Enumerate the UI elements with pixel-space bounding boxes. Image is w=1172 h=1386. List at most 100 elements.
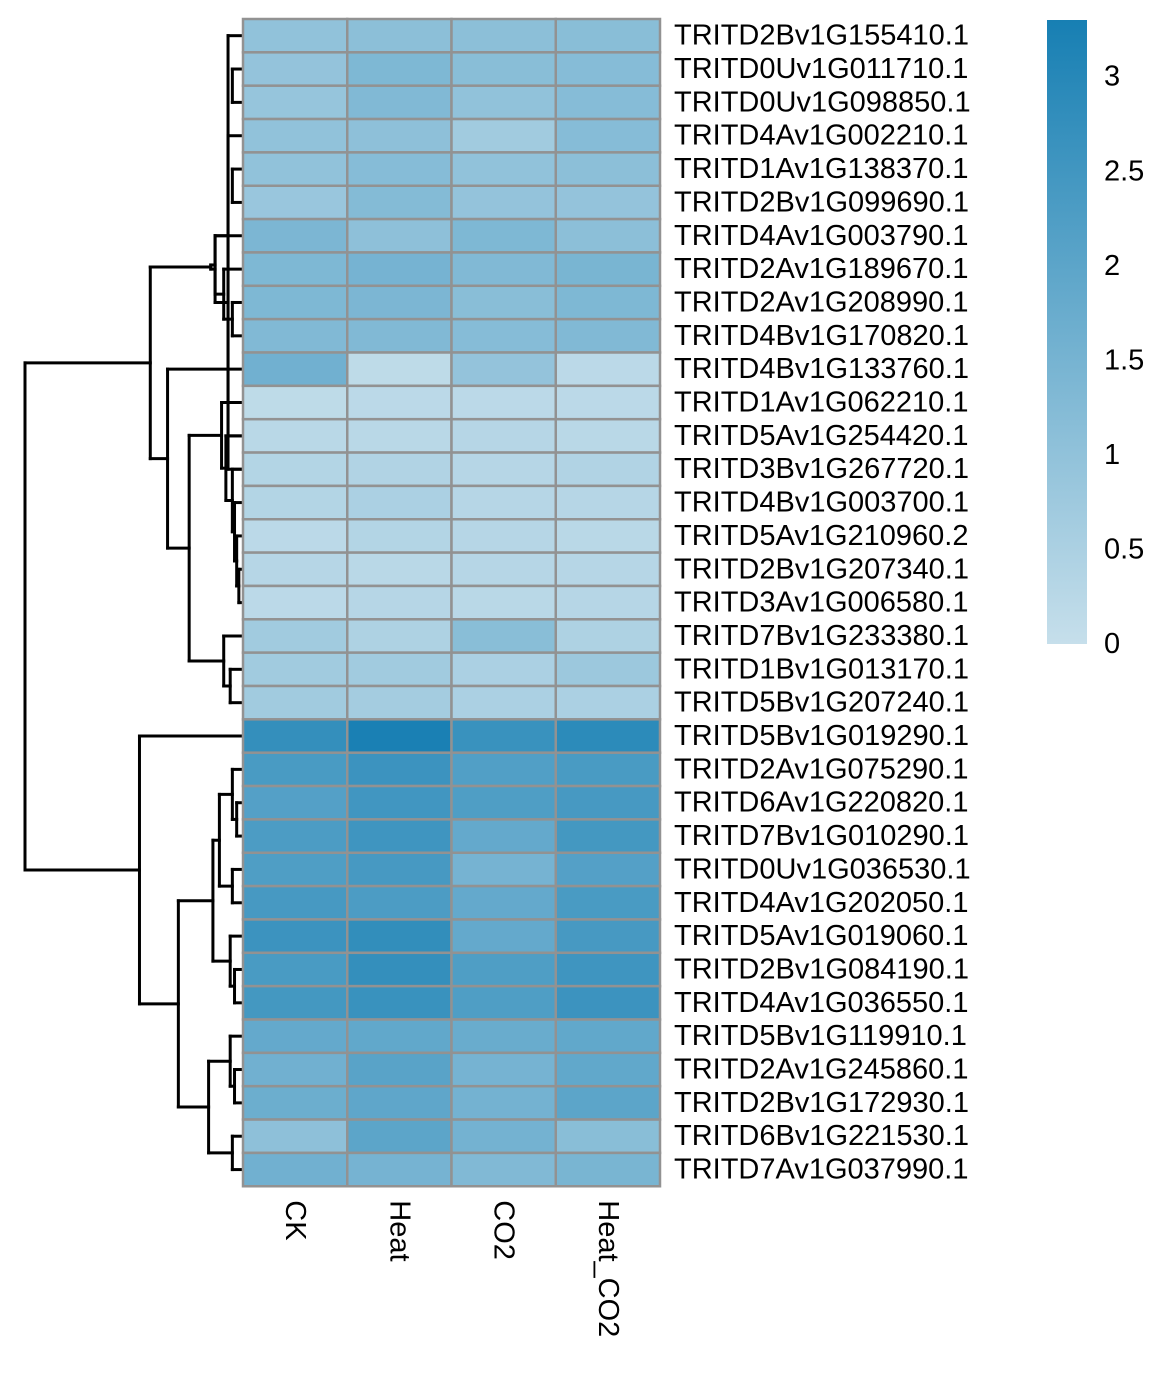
heatmap-cell xyxy=(450,518,557,554)
heatmap-cell xyxy=(241,284,349,321)
heatmap-cell xyxy=(450,784,557,821)
row-label: TRITD7Bv1G010290.1 xyxy=(674,820,969,852)
row-label: TRITD4Av1G002210.1 xyxy=(674,120,968,152)
heatmap-cell xyxy=(241,718,349,754)
row-label: TRITD2Bv1G099690.1 xyxy=(674,186,969,218)
heatmap-cell xyxy=(346,851,453,888)
heatmap-cell xyxy=(241,618,349,654)
row-labels: TRITD2Bv1G155410.1TRITD0Uv1G011710.1TRIT… xyxy=(674,20,971,1186)
heatmap-cell xyxy=(554,184,662,221)
heatmap-cell xyxy=(346,984,453,1021)
heatmap-cell xyxy=(241,584,349,621)
heatmap-cell xyxy=(346,151,453,187)
heatmap-cell xyxy=(450,17,557,54)
heatmap-cell xyxy=(346,918,453,955)
heatmap-cell xyxy=(241,1151,349,1188)
heatmap-cell xyxy=(554,51,662,87)
legend-tick-label: 0.5 xyxy=(1104,533,1144,565)
heatmap-cell xyxy=(554,351,662,388)
heatmap-cell xyxy=(241,884,349,921)
row-label: TRITD1Av1G138370.1 xyxy=(674,153,968,185)
heatmap-cell xyxy=(346,251,453,288)
heatmap-cell xyxy=(450,1151,557,1188)
row-label: TRITD3Bv1G267720.1 xyxy=(674,453,969,485)
heatmap-cell xyxy=(554,651,662,688)
heatmap-cell xyxy=(554,451,662,488)
heatmap-cell xyxy=(241,651,349,688)
legend-tick-label: 3 xyxy=(1104,61,1120,93)
row-label: TRITD4Bv1G170820.1 xyxy=(674,320,969,352)
heatmap-cell xyxy=(241,151,349,187)
row-label: TRITD1Bv1G013170.1 xyxy=(674,653,969,685)
legend-tick-label: 1 xyxy=(1104,439,1120,471)
row-label: TRITD0Uv1G098850.1 xyxy=(674,86,971,118)
heatmap-cell xyxy=(554,251,662,288)
row-label: TRITD2Bv1G155410.1 xyxy=(674,20,969,52)
heatmap-cell xyxy=(346,384,453,421)
heatmap-cell xyxy=(450,918,557,955)
row-label: TRITD2Av1G245860.1 xyxy=(674,1054,968,1086)
heatmap-cell xyxy=(554,1151,662,1188)
heatmap-cell xyxy=(554,317,662,354)
heatmap-cell xyxy=(346,117,453,154)
heatmap-cell xyxy=(554,818,662,855)
heatmap-cell xyxy=(554,951,662,988)
heatmap-cell xyxy=(554,1051,662,1088)
heatmap-cell xyxy=(554,518,662,554)
column-label: Heat xyxy=(383,1200,415,1261)
row-label: TRITD4Av1G003790.1 xyxy=(674,220,968,252)
heatmap-cell xyxy=(450,618,557,654)
heatmap-cell xyxy=(346,884,453,921)
legend-tick-label: 2 xyxy=(1104,250,1120,282)
heatmap-cell xyxy=(241,117,349,154)
heatmap-cell xyxy=(554,618,662,654)
column-label: CO2 xyxy=(488,1200,520,1260)
heatmap-cell xyxy=(346,1151,453,1188)
heatmap-cell xyxy=(241,518,349,554)
heatmap-cell xyxy=(346,818,453,855)
row-label: TRITD6Bv1G221530.1 xyxy=(674,1120,969,1152)
heatmap-cell xyxy=(450,584,557,621)
heatmap-cell xyxy=(346,184,453,221)
heatmap-cell xyxy=(346,317,453,354)
heatmap-cell xyxy=(554,1018,662,1055)
heatmap-cell xyxy=(450,684,557,721)
heatmap-cell xyxy=(241,684,349,721)
heatmap-cell xyxy=(450,251,557,288)
heatmap-cell xyxy=(241,851,349,888)
row-label: TRITD5Av1G019060.1 xyxy=(674,920,968,952)
heatmap-cell xyxy=(554,417,662,454)
heatmap-cell xyxy=(450,184,557,221)
heatmap-cell xyxy=(450,451,557,488)
heatmap-cell xyxy=(241,317,349,354)
heatmap-cell xyxy=(346,51,453,87)
heatmap-cell xyxy=(241,951,349,988)
heatmap-cell xyxy=(450,151,557,187)
legend-tick-label: 0 xyxy=(1104,628,1120,660)
row-label: TRITD4Bv1G003700.1 xyxy=(674,487,969,519)
heatmap-cell xyxy=(450,317,557,354)
heatmap-cell xyxy=(346,84,453,121)
heatmap-cell xyxy=(450,217,557,254)
heatmap-cell xyxy=(450,1051,557,1088)
heatmap-cell xyxy=(554,1118,662,1155)
row-label: TRITD2Bv1G207340.1 xyxy=(674,553,969,585)
row-label: TRITD4Av1G036550.1 xyxy=(674,987,968,1019)
heatmap-cell xyxy=(346,1051,453,1088)
row-label: TRITD0Uv1G011710.1 xyxy=(674,53,968,85)
heatmap-cell xyxy=(554,551,662,588)
heatmap-cell xyxy=(241,84,349,121)
heatmap-cell xyxy=(450,751,557,788)
heatmap-cell xyxy=(346,518,453,554)
heatmap-cell xyxy=(241,217,349,254)
heatmap-cell xyxy=(554,217,662,254)
heatmap-cell xyxy=(346,618,453,654)
heatmap-cell xyxy=(346,1118,453,1155)
heatmap-cell xyxy=(241,51,349,87)
heatmap-cell xyxy=(346,1084,453,1121)
row-dendrogram xyxy=(23,34,243,1172)
column-label: CK xyxy=(279,1200,311,1241)
heatmap-cell xyxy=(241,551,349,588)
heatmap-cell xyxy=(241,351,349,388)
row-label: TRITD2Bv1G172930.1 xyxy=(674,1087,969,1119)
